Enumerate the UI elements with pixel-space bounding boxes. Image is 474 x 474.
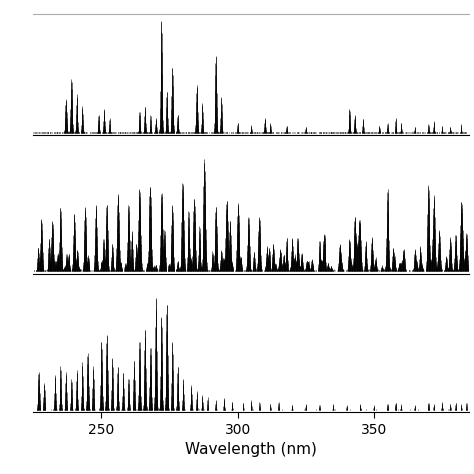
X-axis label: Wavelength (nm): Wavelength (nm): [185, 442, 317, 457]
